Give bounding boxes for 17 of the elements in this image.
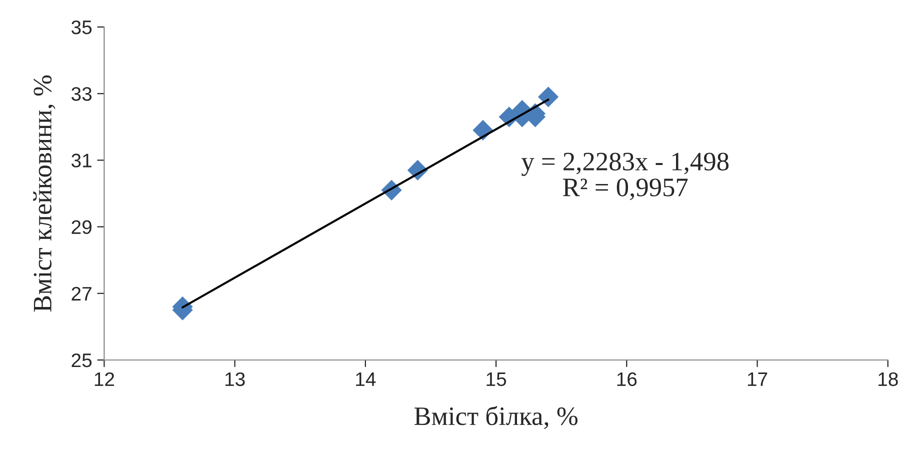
x-tick-label: 18	[878, 372, 898, 386]
annotation: y = 2,2283x - 1,498 R² = 0,9957	[521, 152, 729, 200]
x-tick-label: 17	[748, 372, 768, 386]
y-tick-label: 33	[72, 87, 92, 101]
y-tick-label: 31	[72, 154, 92, 168]
y-tick-label: 35	[72, 20, 92, 34]
x-axis-title: Вміст білка, %	[414, 406, 578, 429]
x-tick-label: 13	[225, 372, 245, 386]
x-tick-label: 12	[94, 372, 114, 386]
y-tick-label: 27	[72, 286, 92, 300]
y-axis-title: Вміст клейковини, %	[33, 75, 56, 312]
x-tick-label: 14	[356, 372, 376, 386]
point	[538, 86, 559, 108]
x-tick-label: 15	[486, 372, 506, 386]
y-tick-label: 25	[72, 353, 92, 368]
y-tick-label: 29	[72, 220, 92, 234]
x-tick-label: 16	[617, 372, 637, 386]
